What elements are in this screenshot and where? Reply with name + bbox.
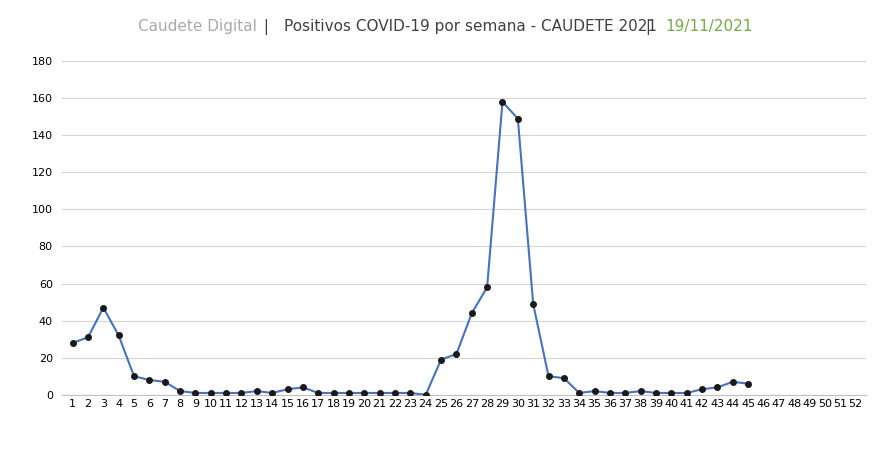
- Positivos: [236, 390, 247, 396]
- Line: Positivos: Positivos: [70, 99, 751, 398]
- Positivos: [620, 390, 630, 396]
- Positivos: [682, 390, 692, 396]
- Positivos: [129, 374, 140, 379]
- Positivos: [590, 388, 600, 394]
- Positivos: [205, 390, 216, 396]
- Positivos: [544, 374, 554, 379]
- Positivos: [451, 351, 461, 357]
- Positivos: [559, 375, 569, 381]
- Positivos: [482, 284, 492, 290]
- Positivos: [666, 390, 676, 396]
- Positivos: [267, 390, 278, 396]
- Positivos: [390, 390, 400, 396]
- Positivos: [282, 386, 293, 392]
- Text: 19/11/2021: 19/11/2021: [666, 19, 752, 34]
- Text: Caudete Digital | Positivos COVID-19 por semana - CAUDETE 2021 | 19/11/2021: Caudete Digital | Positivos COVID-19 por…: [138, 19, 746, 35]
- Text: Positivos COVID-19 por semana - CAUDETE 2021: Positivos COVID-19 por semana - CAUDETE …: [284, 19, 657, 34]
- Positivos: [98, 305, 109, 311]
- Positivos: [221, 390, 232, 396]
- Positivos: [405, 390, 415, 396]
- Positivos: [374, 390, 385, 396]
- Positivos: [574, 390, 584, 396]
- Text: Caudete Digital: Caudete Digital: [138, 19, 256, 34]
- Positivos: [190, 390, 201, 396]
- Text: |: |: [259, 19, 274, 35]
- Positivos: [344, 390, 354, 396]
- Positivos: [697, 386, 707, 392]
- Positivos: [743, 381, 753, 386]
- Text: |: |: [641, 19, 656, 35]
- Positivos: [467, 310, 477, 316]
- Positivos: [83, 335, 94, 340]
- Positivos: [298, 384, 309, 390]
- Positivos: [421, 392, 431, 398]
- Positivos: [359, 390, 370, 396]
- Positivos: [159, 379, 170, 384]
- Positivos: [313, 390, 324, 396]
- Positivos: [113, 333, 124, 338]
- Positivos: [144, 377, 155, 383]
- Positivos: [605, 390, 615, 396]
- Positivos: [328, 390, 339, 396]
- Positivos: [67, 340, 78, 346]
- Positivos: [713, 384, 723, 390]
- Positivos: [252, 388, 263, 394]
- Positivos: [728, 379, 738, 384]
- Positivos: [636, 388, 646, 394]
- Positivos: [651, 390, 661, 396]
- Positivos: [528, 301, 538, 307]
- Positivos: [436, 357, 446, 362]
- Positivos: [513, 116, 523, 121]
- Positivos: [497, 99, 507, 105]
- Positivos: [175, 388, 186, 394]
